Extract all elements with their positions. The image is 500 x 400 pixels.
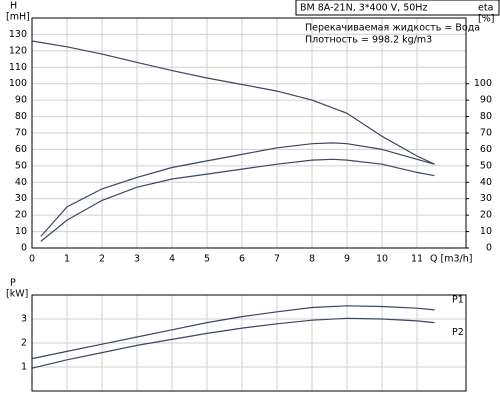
y2-tick-label: 30 [480, 193, 492, 204]
x-tick-label: 7 [274, 254, 280, 265]
y-tick-label: 30 [15, 193, 27, 204]
y2-tick-label: 0 [486, 243, 492, 254]
y2-tick-label: 20 [480, 210, 492, 221]
y-tick-label: 3 [21, 314, 27, 325]
y-tick-label: 60 [15, 144, 27, 155]
y-tick-label: 130 [9, 29, 27, 40]
x-tick-label: 10 [376, 254, 388, 265]
header: BM 8A-21N, 3*400 V, 50Hz [300, 3, 427, 14]
y-tick-label: 80 [15, 111, 27, 122]
x-tick-label: 2 [99, 254, 105, 265]
series-line [31, 305, 435, 360]
x-tick-label: 9 [344, 254, 350, 265]
series-line [40, 158, 435, 242]
series-line [31, 317, 435, 369]
y2-axis-unit: [%] [478, 14, 494, 25]
annotation: Плотность = 998.2 kg/m3 [305, 35, 432, 46]
y-tick-label: 50 [15, 160, 27, 171]
y-tick-label: 120 [9, 45, 27, 56]
y-axis-unit: [mH] [6, 12, 30, 23]
y2-tick-label: 40 [480, 177, 492, 188]
series-line [31, 40, 435, 165]
y-tick-label: 2 [21, 338, 27, 349]
y-axis-label: P [10, 278, 16, 289]
y2-tick-label: 70 [480, 128, 492, 139]
x-tick-label: 3 [134, 254, 140, 265]
plot-frame [31, 294, 467, 392]
y-tick-label: 0 [21, 243, 27, 254]
y-tick-label: 1 [21, 362, 27, 373]
y-tick-label: 10 [15, 226, 27, 237]
y-tick-label: 20 [15, 210, 27, 221]
y-tick-label: 70 [15, 128, 27, 139]
x-tick-label: 8 [309, 254, 315, 265]
x-tick-label: 5 [204, 254, 210, 265]
y2-tick-label: 50 [480, 160, 492, 171]
annotation: Перекачиваемая жидкость = Вода [305, 23, 480, 34]
x-tick-label: 1 [64, 254, 70, 265]
x-axis-label: Q [m3/h] [430, 254, 472, 265]
y-tick-label: 40 [15, 177, 27, 188]
y-axis-label: H [10, 1, 17, 12]
y2-tick-label: 90 [480, 95, 492, 106]
header-box [295, 0, 500, 16]
y2-tick-label: 60 [480, 144, 492, 155]
x-tick-label: 6 [239, 254, 245, 265]
y2-tick-label: 100 [474, 78, 492, 89]
y2-tick-label: 10 [480, 226, 492, 237]
x-tick-label: 0 [29, 254, 35, 265]
y-tick-label: 110 [9, 62, 27, 73]
y2-tick-label: 80 [480, 111, 492, 122]
x-tick-label: 11 [411, 254, 423, 265]
y-tick-label: 90 [15, 95, 27, 106]
y-axis-unit: [kW] [6, 289, 28, 300]
y2-axis-label: eta [478, 3, 493, 14]
series-label: P1 [452, 294, 464, 305]
series-line [40, 142, 435, 237]
series-label: P2 [452, 327, 464, 338]
y-tick-label: 100 [9, 78, 27, 89]
x-tick-label: 4 [169, 254, 175, 265]
